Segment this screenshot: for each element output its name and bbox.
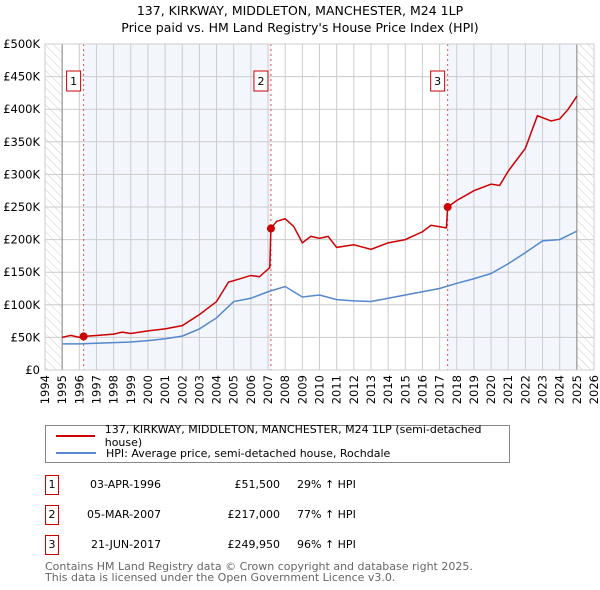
sale-label: 2	[257, 75, 264, 88]
x-tick-label: 2017	[433, 375, 447, 404]
x-tick-label: 1995	[55, 375, 69, 404]
x-tick-label: 1998	[107, 375, 121, 404]
subtitle: Price paid vs. HM Land Registry's House …	[121, 20, 479, 35]
y-tick-label: £0	[25, 363, 40, 377]
sale-marker-badge: 3	[45, 535, 59, 555]
sale-label-box	[66, 70, 82, 92]
sale-point	[443, 203, 452, 212]
x-tick-label: 2009	[295, 375, 309, 404]
y-tick-label: £350K	[3, 135, 40, 149]
x-tick-label: 2020	[484, 375, 498, 404]
sale-marker-badge: 1	[45, 475, 59, 495]
plot-frame	[44, 43, 595, 371]
footer: Contains HM Land Registry data © Crown c…	[45, 561, 473, 583]
x-tick-label: 2025	[570, 375, 584, 404]
sale-price: £217,000	[227, 508, 281, 521]
x-tick-label: 2011	[330, 375, 344, 404]
x-tick-label: 2014	[381, 375, 395, 404]
x-tick-label: 2002	[175, 375, 189, 404]
y-tick-label: £100K	[3, 298, 40, 312]
sale-row-2: 2 05-MAR-2007 £217,000 77% ↑ HPI	[45, 505, 445, 525]
y-tick-label: £400K	[3, 102, 40, 116]
x-tick-label: 2013	[364, 375, 378, 404]
sale-label-box	[430, 70, 446, 92]
sale-hpi: 29% ↑ HPI	[297, 478, 356, 491]
x-tick-label: 2008	[278, 375, 292, 404]
x-tick-label: 1999	[124, 375, 138, 404]
x-tick-label: 2003	[192, 375, 206, 404]
x-tick-label: 2015	[398, 375, 412, 404]
x-tick-label: 2021	[501, 375, 515, 404]
sale-row-1: 1 03-APR-1996 £51,500 29% ↑ HPI	[45, 475, 445, 495]
x-tick-label: 2001	[158, 375, 172, 404]
x-tick-label: 2006	[244, 375, 258, 404]
licence-text: This data is licensed under the Open Gov…	[45, 571, 396, 584]
legend-item-hpi: HPI: Average price, semi-detached house,…	[56, 445, 390, 461]
y-tick-label: £200K	[3, 233, 40, 247]
x-tick-label: 1996	[72, 375, 86, 404]
sale-label-box	[253, 70, 269, 92]
x-tick-label: 1994	[38, 375, 52, 404]
sale-label: 3	[434, 75, 441, 88]
x-tick-label: 2022	[518, 375, 532, 404]
x-tick-label: 2005	[227, 375, 241, 404]
x-tick-label: 2018	[450, 375, 464, 404]
y-tick-label: £150K	[3, 265, 40, 279]
sale-row-3: 3 21-JUN-2017 £249,950 96% ↑ HPI	[45, 535, 445, 555]
legend-label: 137, KIRKWAY, MIDDLETON, MANCHESTER, M24…	[104, 423, 482, 449]
sale-date: 21-JUN-2017	[91, 538, 162, 551]
title: 137, KIRKWAY, MIDDLETON, MANCHESTER, M24…	[136, 3, 464, 18]
y-tick-label: £300K	[3, 167, 40, 181]
sale-hpi: 77% ↑ HPI	[297, 508, 356, 521]
red-line-swatch	[56, 435, 95, 437]
legend-item-property: 137, KIRKWAY, MIDDLETON, MANCHESTER, M24…	[56, 423, 509, 449]
sale-point	[266, 224, 275, 233]
series-line	[61, 95, 578, 339]
legend-label: HPI: Average price, semi-detached house,…	[106, 446, 391, 460]
sale-hpi: 96% ↑ HPI	[297, 538, 356, 551]
sale-date: 03-APR-1996	[90, 478, 162, 491]
y-tick-label: £450K	[3, 70, 40, 84]
y-tick-label: £250K	[3, 200, 40, 214]
y-tick-label: £50K	[11, 330, 41, 344]
price-chart: 1994 1995 1996 1997 1998 1999 2000 2001 2002 2003…	[3, 37, 600, 404]
x-tick-label: 2023	[536, 375, 550, 404]
sale-price: £51,500	[234, 478, 281, 491]
x-tick-label: 2019	[467, 375, 481, 404]
x-tick-label: 2012	[347, 375, 361, 404]
copyright-text: Contains HM Land Registry data © Crown c…	[45, 560, 473, 573]
sale-label: 1	[70, 75, 77, 88]
y-tick-label: £500K	[3, 37, 40, 51]
x-tick-label: 2010	[313, 375, 327, 404]
blue-line-swatch	[56, 452, 96, 454]
legend: 137, KIRKWAY, MIDDLETON, MANCHESTER, M24…	[45, 423, 510, 463]
sale-date: 05-MAR-2007	[87, 508, 162, 521]
sale-price: £249,950	[227, 538, 281, 551]
sale-marker-badge: 2	[45, 505, 59, 525]
sale-point	[79, 332, 88, 341]
x-tick-label: 2007	[261, 375, 275, 404]
x-tick-label: 2004	[210, 375, 224, 404]
series-line	[62, 230, 578, 345]
x-tick-label: 2026	[587, 375, 600, 404]
x-tick-label: 1997	[89, 375, 103, 404]
chart-title: 137, KIRKWAY, MIDDLETON, MANCHESTER, M24…	[0, 2, 600, 36]
x-tick-label: 2024	[553, 375, 567, 404]
x-tick-label: 2000	[141, 375, 155, 404]
x-tick-label: 2016	[415, 375, 429, 404]
